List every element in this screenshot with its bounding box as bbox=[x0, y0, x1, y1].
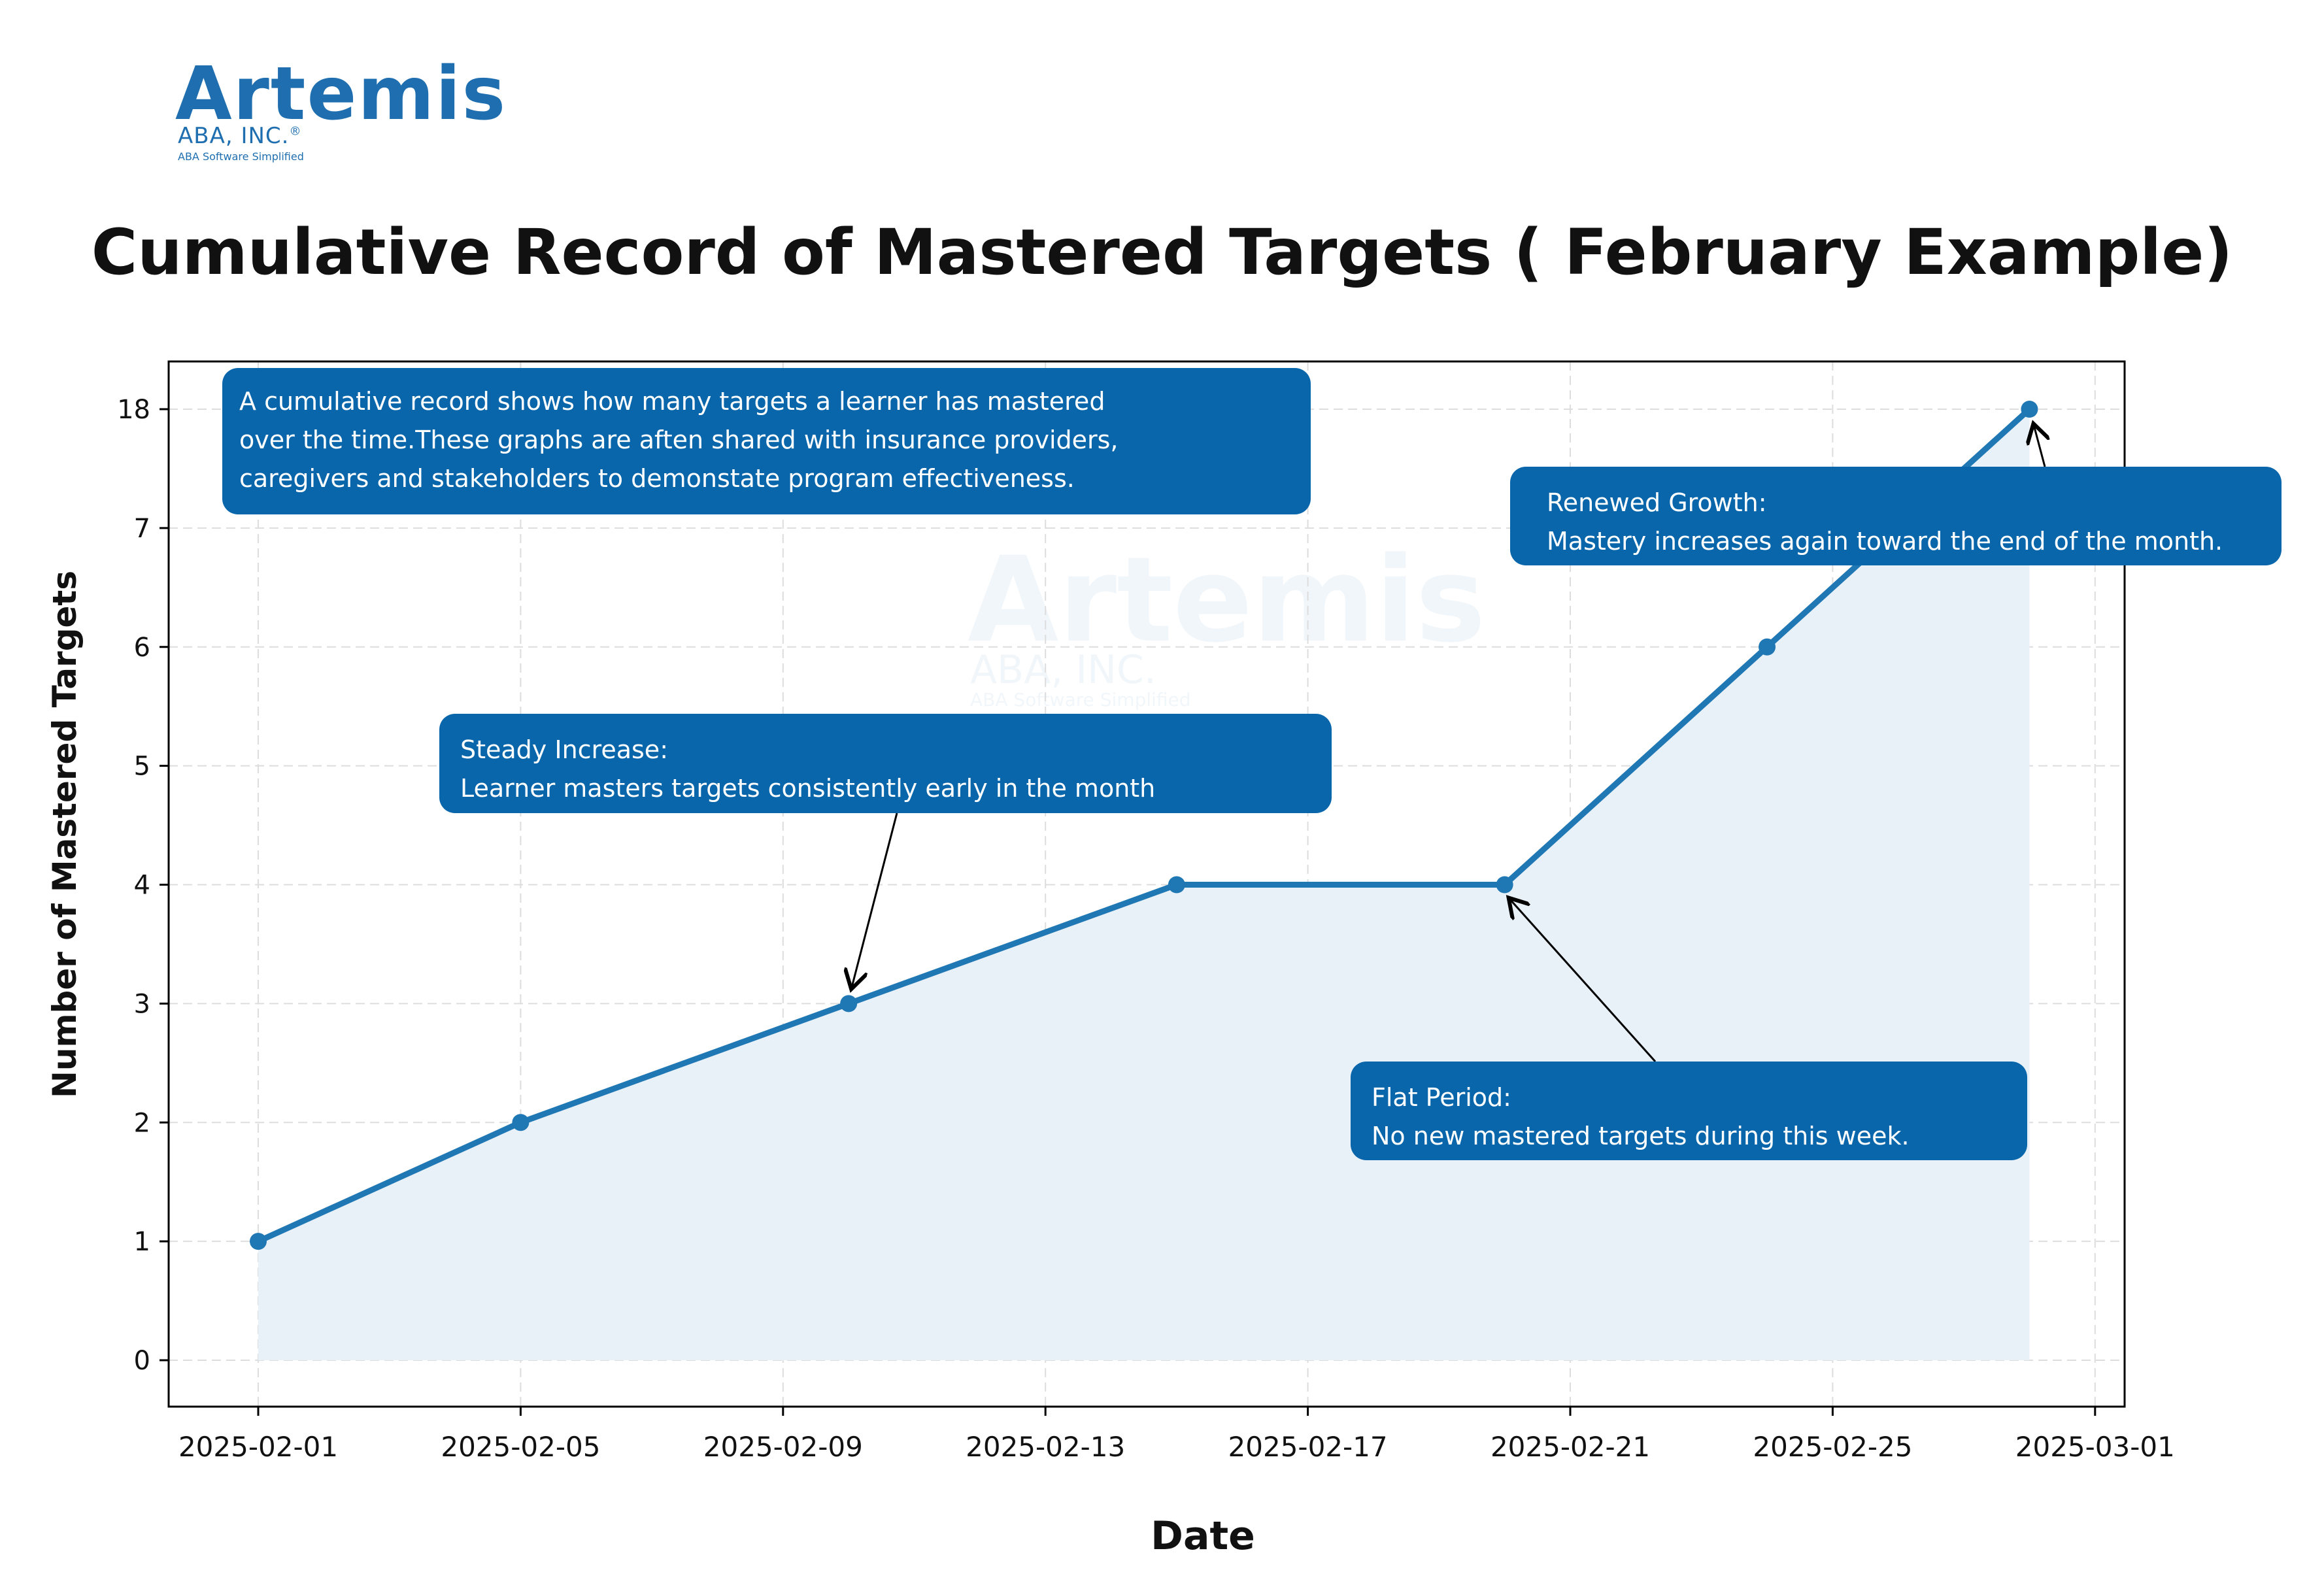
annotation-renewed: Renewed Growth: Mastery increases again … bbox=[1510, 467, 2282, 565]
data-point bbox=[512, 1114, 530, 1131]
x-tick-label: 2025-03-01 bbox=[2015, 1431, 2175, 1463]
annotation-flat-heading: Flat Period: bbox=[1372, 1083, 1511, 1112]
annotation-arrows bbox=[851, 424, 2045, 1063]
annotation-intro-line-3: caregivers and stakeholders to demonstat… bbox=[239, 463, 1075, 493]
annotation-steady: Steady Increase: Learner masters targets… bbox=[439, 714, 1332, 813]
y-axis-label: Number of Mastered Targets bbox=[46, 570, 84, 1098]
logo-company-text: ABA, INC. bbox=[178, 123, 290, 149]
y-tick-label: 4 bbox=[134, 871, 150, 901]
annotation-flat-text: No new mastered targets during this week… bbox=[1372, 1121, 1910, 1150]
logo-tagline: ABA Software Simplified bbox=[178, 150, 304, 163]
watermark-tagline: ABA Software Simplified bbox=[970, 689, 1191, 711]
y-tick-label: 0 bbox=[134, 1346, 150, 1376]
y-tick-label: 2 bbox=[134, 1108, 150, 1138]
x-tick-label: 2025-02-17 bbox=[1228, 1431, 1388, 1463]
annotation-arrow bbox=[851, 812, 898, 989]
annotation-intro-line-1: A cumulative record shows how many targe… bbox=[239, 387, 1105, 416]
annotation-steady-text: Learner masters targets consistently ear… bbox=[460, 773, 1156, 803]
y-tick-label: 5 bbox=[134, 752, 150, 782]
y-tick-label: 1 bbox=[134, 1227, 150, 1257]
y-axis-ticks: 0 1 2 3 4 5 6 7 18 bbox=[117, 395, 169, 1376]
logo-company: ABA, INC.® bbox=[178, 123, 301, 149]
annotation-arrow bbox=[2033, 424, 2045, 467]
data-point bbox=[1759, 638, 1776, 656]
data-point bbox=[250, 1233, 267, 1250]
annotation-intro: A cumulative record shows how many targe… bbox=[222, 368, 1311, 514]
company-logo: Artemis ABA, INC.® ABA Software Simplifi… bbox=[175, 58, 505, 175]
annotation-flat: Flat Period: No new mastered targets dur… bbox=[1351, 1062, 2027, 1160]
x-tick-label: 2025-02-05 bbox=[441, 1431, 600, 1463]
annotation-renewed-text: Mastery increases again toward the end o… bbox=[1547, 526, 2223, 556]
x-tick-label: 2025-02-01 bbox=[178, 1431, 338, 1463]
x-tick-label: 2025-02-09 bbox=[703, 1431, 863, 1463]
data-point bbox=[840, 995, 858, 1012]
annotation-intro-line-2: over the time.These graphs are aften sha… bbox=[239, 425, 1119, 454]
y-tick-label: 6 bbox=[134, 633, 150, 663]
x-axis-label: Date bbox=[1151, 1513, 1255, 1559]
logo-wordmark: Artemis bbox=[175, 52, 507, 137]
data-point bbox=[1496, 876, 1513, 894]
annotation-renewed-heading: Renewed Growth: bbox=[1547, 488, 1767, 517]
x-tick-label: 2025-02-25 bbox=[1753, 1431, 1912, 1463]
x-tick-label: 2025-02-21 bbox=[1490, 1431, 1650, 1463]
x-axis-ticks: 2025-02-01 2025-02-05 2025-02-09 2025-02-13… bbox=[178, 1407, 2175, 1463]
y-tick-label: 18 bbox=[117, 395, 150, 425]
data-point bbox=[2021, 401, 2038, 418]
watermark-word: Artemis bbox=[968, 532, 1486, 669]
y-tick-label: 3 bbox=[134, 989, 150, 1019]
chart-title: Cumulative Record of Mastered Targets ( … bbox=[91, 216, 2233, 289]
data-points bbox=[250, 401, 2038, 1250]
data-point bbox=[1168, 876, 1185, 894]
logo-registered: ® bbox=[289, 124, 302, 139]
annotation-steady-heading: Steady Increase: bbox=[460, 735, 668, 764]
annotation-arrow bbox=[1509, 898, 1657, 1063]
x-tick-label: 2025-02-13 bbox=[966, 1431, 1125, 1463]
y-tick-label: 7 bbox=[134, 514, 150, 544]
watermark-company: ABA, INC. bbox=[970, 647, 1156, 693]
watermark: Artemis ABA, INC. ABA Software Simplifie… bbox=[968, 532, 1486, 711]
